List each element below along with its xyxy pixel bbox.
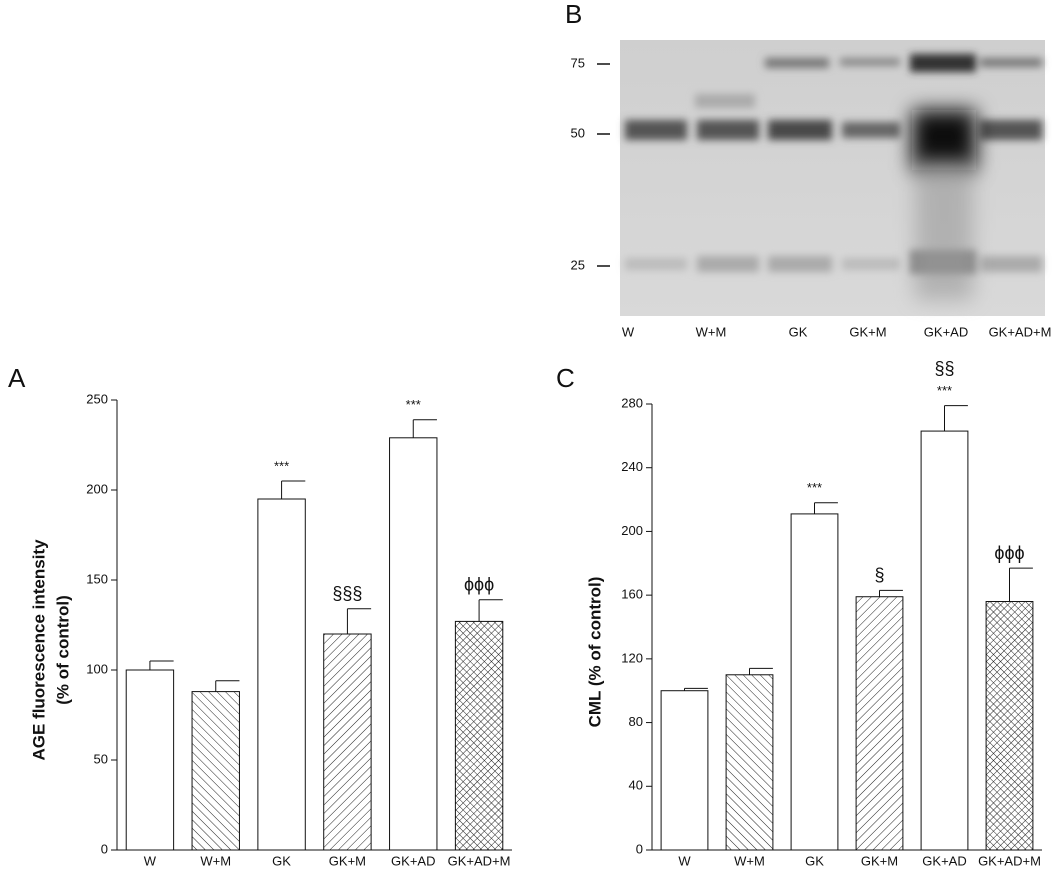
y-tick-label: 40: [629, 778, 643, 793]
bar: [191, 691, 240, 851]
bar: [725, 674, 774, 851]
y-tick-label: 240: [621, 459, 643, 474]
x-tick-label: W: [678, 853, 691, 868]
x-tick-label: GK+AD: [391, 853, 435, 868]
significance-label: §: [874, 565, 884, 585]
lane-label: GK+AD: [924, 324, 968, 339]
y-tick-label: 100: [86, 661, 108, 676]
lane-label: GK+AD+M: [989, 324, 1052, 339]
bar: [257, 498, 306, 851]
y-tick-label: 50: [94, 751, 108, 766]
y-tick-label: 120: [621, 650, 643, 665]
y-tick-label: 80: [629, 714, 643, 729]
x-tick-label: GK: [805, 853, 824, 868]
panel-label: C: [556, 363, 575, 393]
marker-label: 25: [571, 257, 585, 272]
lane-label: W: [622, 324, 635, 339]
y-tick-label: 0: [101, 841, 108, 856]
significance-label: ϕϕϕ: [464, 575, 494, 595]
significance-label: §§§: [332, 584, 362, 604]
significance-label: ***: [807, 480, 822, 495]
y-axis-label: (% of control): [53, 595, 72, 705]
x-tick-label: GK+M: [861, 853, 898, 868]
significance-label: ***: [274, 458, 289, 473]
x-tick-label: W+M: [734, 853, 765, 868]
y-tick-label: 250: [86, 391, 108, 406]
bar: [920, 430, 969, 851]
y-axis-label: AGE fluorescence intensity: [29, 539, 48, 761]
significance-label: ϕϕϕ: [994, 543, 1024, 563]
x-tick-label: W+M: [200, 853, 231, 868]
y-tick-label: 280: [621, 395, 643, 410]
y-tick-label: 0: [636, 841, 643, 856]
significance-label: §§: [934, 358, 954, 378]
bar: [790, 513, 839, 851]
panel-label: B: [565, 0, 582, 29]
marker-label: 50: [571, 125, 585, 140]
x-tick-label: GK: [272, 853, 291, 868]
bar: [125, 669, 175, 851]
bar: [389, 437, 438, 851]
x-tick-label: GK+AD: [922, 853, 966, 868]
bar: [323, 633, 372, 851]
panel-label: A: [8, 363, 26, 393]
y-tick-label: 200: [621, 523, 643, 538]
y-axis-label: CML (% of control): [585, 577, 604, 728]
x-tick-label: GK+AD+M: [978, 853, 1041, 868]
x-tick-label: GK+AD+M: [448, 853, 511, 868]
bar: [985, 601, 1034, 851]
blot-image: [620, 40, 1045, 316]
significance-label: ***: [406, 397, 421, 412]
significance-label: ***: [937, 383, 952, 398]
y-tick-label: 200: [86, 481, 108, 496]
y-tick-label: 160: [621, 587, 643, 602]
lane-label: GK+M: [849, 324, 886, 339]
y-tick-label: 150: [86, 571, 108, 586]
bar: [454, 620, 504, 851]
lane-label: W+M: [696, 324, 727, 339]
bar: [660, 690, 709, 851]
x-tick-label: GK+M: [329, 853, 366, 868]
marker-label: 75: [571, 55, 585, 70]
lane-label: GK: [789, 324, 808, 339]
x-tick-label: W: [144, 853, 157, 868]
bar: [855, 596, 904, 851]
